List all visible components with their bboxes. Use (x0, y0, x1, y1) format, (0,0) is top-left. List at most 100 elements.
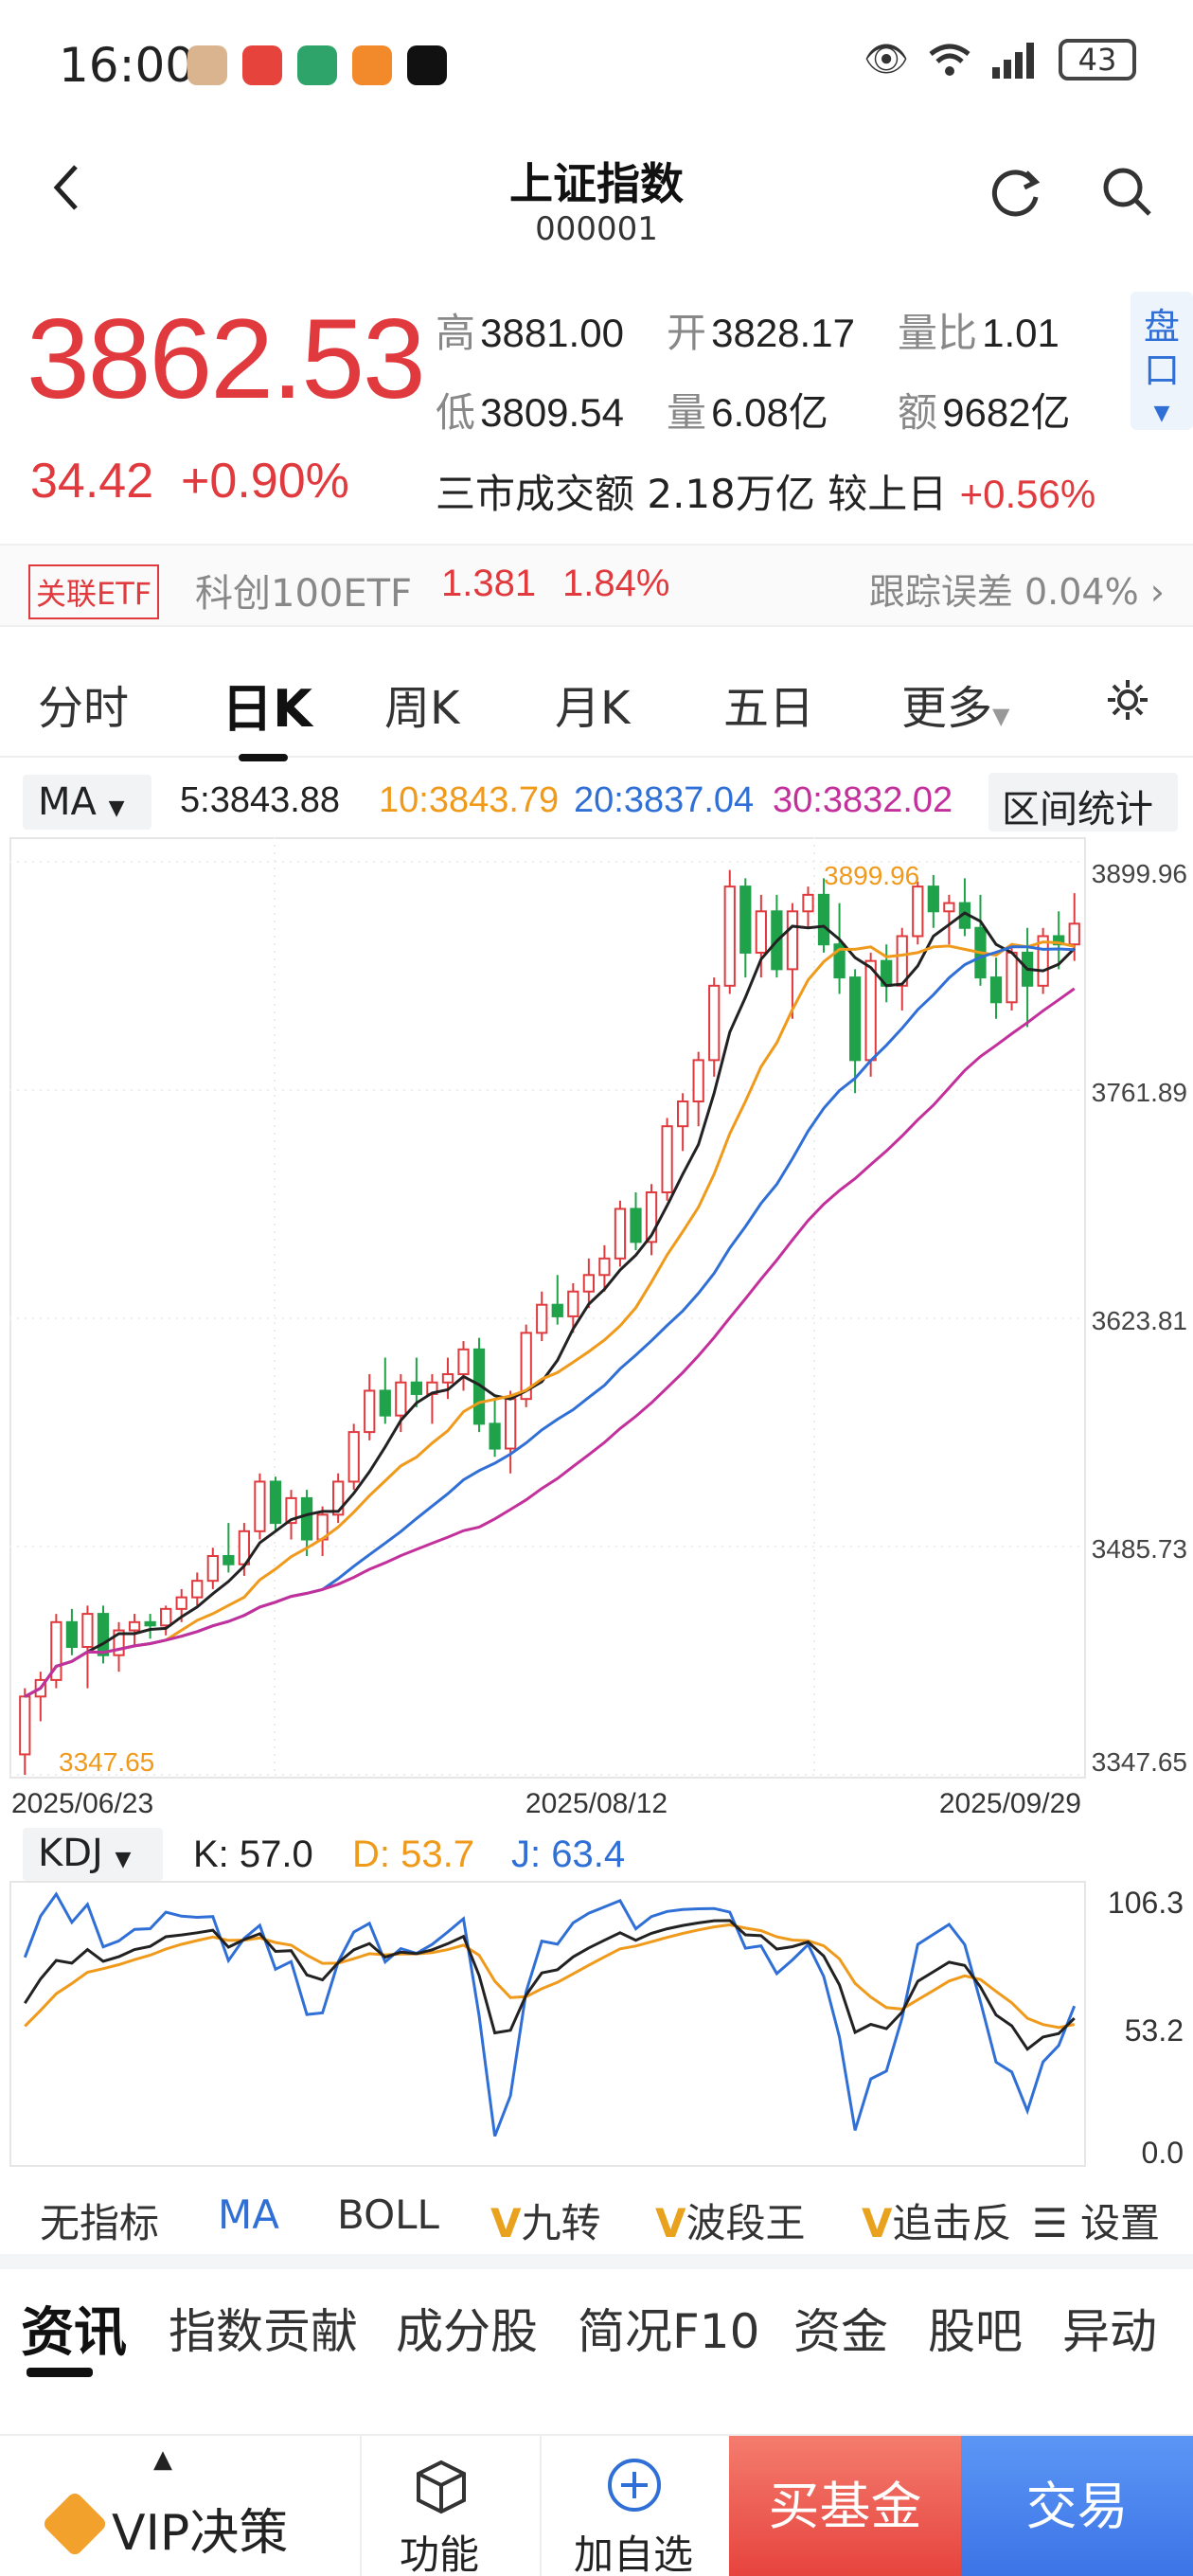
wifi-icon (929, 44, 970, 76)
kline-chart[interactable]: 3899.96 3761.89 3623.81 3485.73 3347.65 3899.… (9, 837, 1193, 1822)
etf-tracking-error-text: 跟踪误差 0.04% (868, 571, 1139, 613)
change-value: 34.42 (30, 454, 154, 509)
kdj-k-line (24, 1919, 1076, 2051)
settings-icon: ☰ (1032, 2200, 1081, 2246)
buy-fund-button[interactable]: 买基金 (729, 2436, 961, 2576)
caret-down-icon: ▼ (108, 796, 125, 820)
candle (1037, 935, 1049, 987)
change-percent: +0.90% (181, 454, 349, 509)
indicator-chase[interactable]: V追击反 (862, 2191, 1012, 2249)
market-turnover-pct: +0.56% (959, 472, 1096, 516)
candle (912, 886, 924, 938)
kdj-d-value: D: 53.7 (352, 1834, 474, 1875)
candle (410, 1381, 423, 1395)
indicator-boll[interactable]: BOLL (337, 2191, 439, 2238)
chevron-left-icon (53, 165, 78, 210)
add-watchlist-button[interactable]: 加自选 (540, 2436, 729, 2576)
tab-movements[interactable]: 异动 (1062, 2304, 1157, 2359)
candle (457, 1348, 470, 1376)
kdj-selector[interactable]: KDJ ▼ (23, 1828, 163, 1881)
app-notification-icon (187, 45, 227, 85)
active-tab-indicator (239, 754, 288, 761)
tab-intraday[interactable]: 分时 (38, 682, 130, 735)
y-tick-label: 3899.96 (1092, 859, 1187, 888)
stat-high: 高 3881.00 (436, 310, 624, 356)
kdj-d-line (24, 1923, 1075, 2030)
tab-f10[interactable]: 简况F10 (578, 2304, 760, 2359)
candle (489, 1422, 501, 1450)
indicator-chase-label: 追击反 (892, 2200, 1012, 2246)
tab-constituents[interactable]: 成分股 (396, 2304, 538, 2359)
related-etf-row[interactable]: 关联ETF 科创100ETF 1.381 1.84% 跟踪误差 0.04% › (0, 544, 1193, 627)
ma30-value: 30:3832.02 (773, 780, 953, 820)
current-price: 3862.53 (27, 295, 426, 422)
function-button[interactable]: 功能 (360, 2436, 530, 2576)
indicator-settings[interactable]: ☰ 设置 (1032, 2191, 1160, 2249)
candle (206, 1554, 219, 1583)
stat-low: 低 3809.54 (436, 389, 624, 436)
candle (300, 1496, 313, 1541)
range-stats-button[interactable]: 区间统计 (988, 773, 1178, 832)
plus-circle-icon (608, 2459, 661, 2512)
candle (19, 1695, 31, 1756)
chevron-right-icon: › (1149, 571, 1165, 613)
gear-icon (1108, 680, 1148, 720)
ma20-line (24, 945, 1075, 1698)
trade-button[interactable]: 交易 (961, 2436, 1193, 2576)
kdj-frame (9, 1881, 1086, 2167)
indicator-nine-turn[interactable]: V九转 (490, 2191, 601, 2249)
candle (927, 886, 939, 913)
candle (786, 910, 799, 971)
stat-ratio: 量比 1.01 (898, 310, 1059, 356)
tab-weekly-k[interactable]: 周K (384, 682, 460, 735)
candle (989, 976, 1003, 1004)
etf-percent: 1.84% (562, 563, 670, 604)
page-title: 上证指数 (509, 158, 684, 209)
caret-down-icon: ▼ (115, 1848, 132, 1871)
indicator-none[interactable]: 无指标 (40, 2200, 160, 2246)
candle (191, 1580, 204, 1599)
tab-funds[interactable]: 资金 (793, 2304, 888, 2359)
indicator-ma[interactable]: MA (218, 2191, 279, 2238)
chart-frame (9, 837, 1086, 1779)
tab-monthly-k[interactable]: 月K (555, 682, 631, 735)
kdj-chart[interactable]: 106.3 53.2 0.0 (9, 1881, 1193, 2174)
candle (175, 1596, 187, 1610)
etf-price: 1.381 (441, 563, 537, 604)
price-change: 34.42 +0.90% (30, 453, 349, 510)
tab-five-day[interactable]: 五日 (723, 682, 815, 735)
ma-selector[interactable]: MA ▼ (23, 775, 151, 830)
tab-more[interactable]: 更多▼ (901, 671, 1009, 737)
candle (1053, 935, 1065, 946)
candle (676, 1100, 689, 1128)
stat-volume: 量 6.08亿 (667, 389, 828, 436)
candle (332, 1480, 345, 1516)
indicator-wave-king[interactable]: V波段王 (655, 2191, 806, 2249)
chart-settings-button[interactable] (1104, 676, 1151, 727)
vip-v-icon: V (490, 2200, 522, 2246)
pankou-button[interactable]: 盘口 ▼ (1131, 292, 1193, 430)
tab-index-contribution[interactable]: 指数贡献 (169, 2304, 358, 2359)
tab-daily-k[interactable]: 日K (222, 679, 312, 739)
candle (1068, 922, 1080, 946)
vip-v-icon: V (862, 2200, 893, 2246)
search-icon (1103, 168, 1151, 216)
candle (536, 1303, 548, 1334)
candle (223, 1554, 235, 1565)
vip-v-icon: V (655, 2200, 686, 2246)
mail-icon (242, 45, 282, 85)
tab-news[interactable]: 资讯 (21, 2302, 127, 2364)
status-time: 16:00 (59, 38, 196, 93)
candle (1006, 951, 1018, 1004)
candle (943, 902, 955, 913)
tab-forum[interactable]: 股吧 (928, 2304, 1023, 2359)
candle (848, 976, 862, 1062)
candle (128, 1620, 141, 1632)
candle (441, 1373, 454, 1384)
ma5-value: 5:3843.88 (180, 780, 341, 820)
back-button[interactable] (47, 159, 104, 235)
search-button[interactable] (1098, 163, 1165, 229)
kdj-k-value: K: 57.0 (193, 1834, 313, 1875)
refresh-button[interactable] (985, 161, 1051, 227)
vip-decision-button[interactable]: ▲ VIP决策 (0, 2436, 337, 2576)
